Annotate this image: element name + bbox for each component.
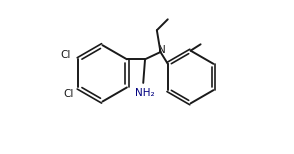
Text: N: N [158, 45, 165, 55]
Text: Cl: Cl [64, 89, 74, 99]
Text: Cl: Cl [61, 50, 71, 60]
Text: NH₂: NH₂ [135, 88, 155, 98]
